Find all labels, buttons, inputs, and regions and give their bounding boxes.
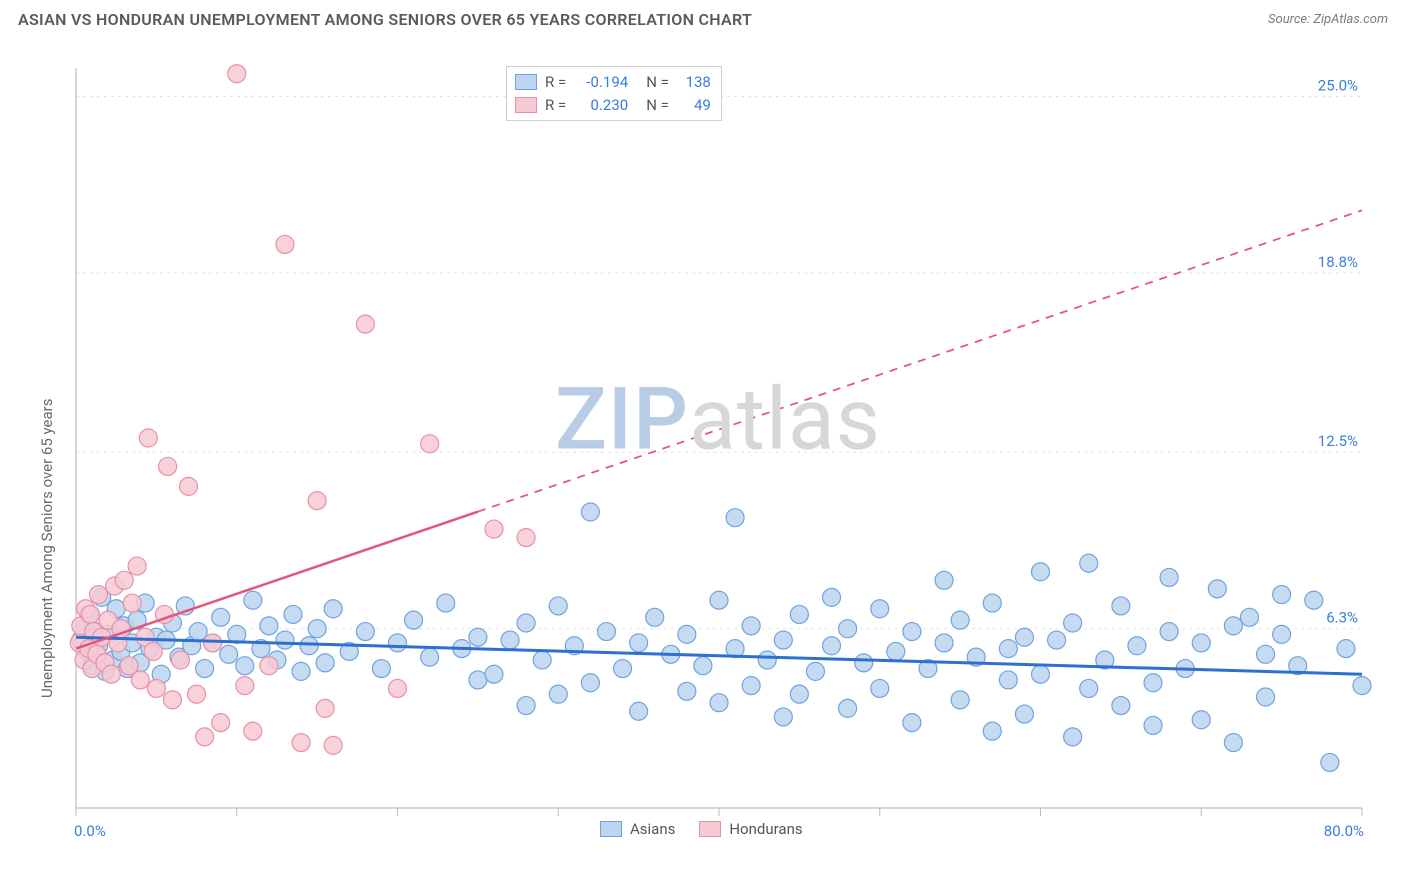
chart-area: ZIPatlas 6.3%12.5%18.8%25.0%0.0%80.0% Un… bbox=[50, 50, 1386, 852]
n-value: 49 bbox=[677, 94, 711, 117]
legend-swatch bbox=[699, 821, 721, 837]
r-label: R = bbox=[545, 94, 566, 117]
legend-item: Asians bbox=[600, 820, 675, 838]
n-label: N = bbox=[646, 71, 669, 94]
y-axis-label: Unemployment Among Seniors over 65 years bbox=[38, 399, 56, 698]
svg-text:18.8%: 18.8% bbox=[1318, 253, 1358, 271]
legend-label: Hondurans bbox=[729, 820, 802, 838]
n-label: N = bbox=[646, 94, 669, 117]
series-swatch bbox=[515, 97, 537, 113]
r-value: 0.230 bbox=[574, 94, 628, 117]
legend-label: Asians bbox=[630, 820, 675, 838]
legend: Asians Hondurans bbox=[600, 820, 803, 838]
r-value: -0.194 bbox=[574, 71, 628, 94]
chart-title: ASIAN VS HONDURAN UNEMPLOYMENT AMONG SEN… bbox=[18, 10, 752, 29]
svg-text:25.0%: 25.0% bbox=[1318, 76, 1358, 94]
svg-text:0.0%: 0.0% bbox=[74, 822, 106, 840]
scatter-chart: 6.3% 12.5% 18.8% 25.0% 0.0% 80.0% bbox=[50, 50, 1386, 852]
svg-text:12.5%: 12.5% bbox=[1318, 432, 1358, 450]
r-label: R = bbox=[545, 71, 566, 94]
svg-text:80.0%: 80.0% bbox=[1324, 822, 1364, 840]
svg-text:6.3%: 6.3% bbox=[1326, 609, 1358, 627]
series-swatch bbox=[515, 74, 537, 90]
legend-swatch bbox=[600, 821, 622, 837]
n-value: 138 bbox=[677, 71, 711, 94]
correlation-stats-box: R = -0.194 N = 138 R = 0.230 N = 49 bbox=[506, 66, 722, 121]
source-credit: Source: ZipAtlas.com bbox=[1268, 12, 1388, 27]
stats-row: R = 0.230 N = 49 bbox=[515, 94, 711, 117]
legend-item: Hondurans bbox=[699, 820, 802, 838]
stats-row: R = -0.194 N = 138 bbox=[515, 71, 711, 94]
